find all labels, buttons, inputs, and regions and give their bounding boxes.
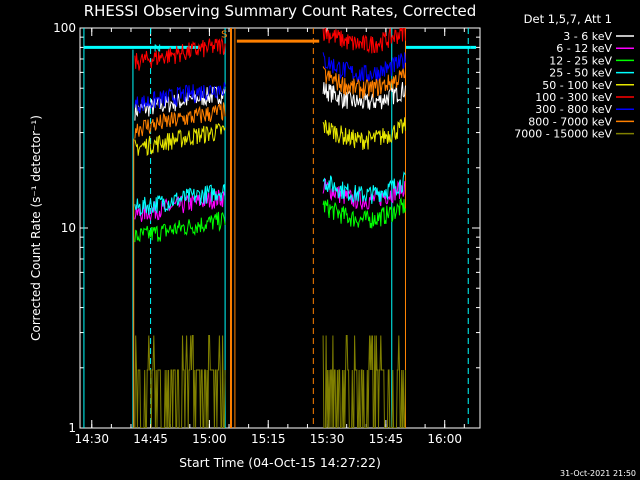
series-line [322,178,406,210]
legend-label: 25 - 50 keV [549,67,612,80]
legend-label: 300 - 800 keV [535,103,612,116]
series-line [134,123,226,156]
legend-label: 50 - 100 keV [542,79,612,92]
legend-label: 3 - 6 keV [563,30,612,43]
y-tick-label: 100 [53,21,76,35]
x-tick-label: 16:00 [427,432,462,446]
series-line [134,86,226,121]
legend-label: 800 - 7000 keV [528,115,612,128]
timestamp: 31-Oct-2021 21:50 [560,469,636,478]
y-tick-label: 10 [61,221,76,235]
y-tick-label: 1 [68,421,76,435]
plot-frame [79,27,481,429]
series-line [322,28,406,54]
series-line [322,197,406,229]
x-tick-label: 15:00 [192,432,227,446]
series-line [134,37,226,71]
x-tick-label: 15:30 [310,432,345,446]
legend-label: 12 - 25 keV [549,54,612,67]
x-tick-label: 14:30 [74,432,109,446]
series-line [134,183,226,217]
series-line [322,66,406,99]
series-line [134,335,226,428]
y-axis-label: Corrected Count Rate (s⁻¹ detector⁻¹) [29,115,43,341]
x-tick-label: 14:45 [133,432,168,446]
series-line [134,102,226,139]
data-layer: NS [83,28,477,428]
series-line [322,335,406,428]
legend-label: 7000 - 15000 keV [514,128,612,141]
series-line [322,117,406,150]
x-tick-label: 15:45 [369,432,404,446]
series-line [322,171,406,204]
flag-label-n: N [154,43,161,54]
flag-label-s: S [221,29,227,40]
chart-title: RHESSI Observing Summary Count Rates, Co… [84,2,477,20]
x-tick-label: 15:15 [251,432,286,446]
legend-label: 100 - 300 keV [535,91,612,104]
series-line [134,189,226,222]
x-axis-label: Start Time (04-Oct-15 14:27:22) [179,455,381,470]
series-line [134,211,226,243]
plot-area: 1 10 100 14:30 14:45 15:00 15:15 15:30 15:45 16:0… [53,21,481,446]
legend-label: 6 - 12 keV [556,42,612,55]
series-line [134,82,226,114]
legend-title: Det 1,5,7, Att 1 [524,12,612,26]
series-line [322,52,406,83]
